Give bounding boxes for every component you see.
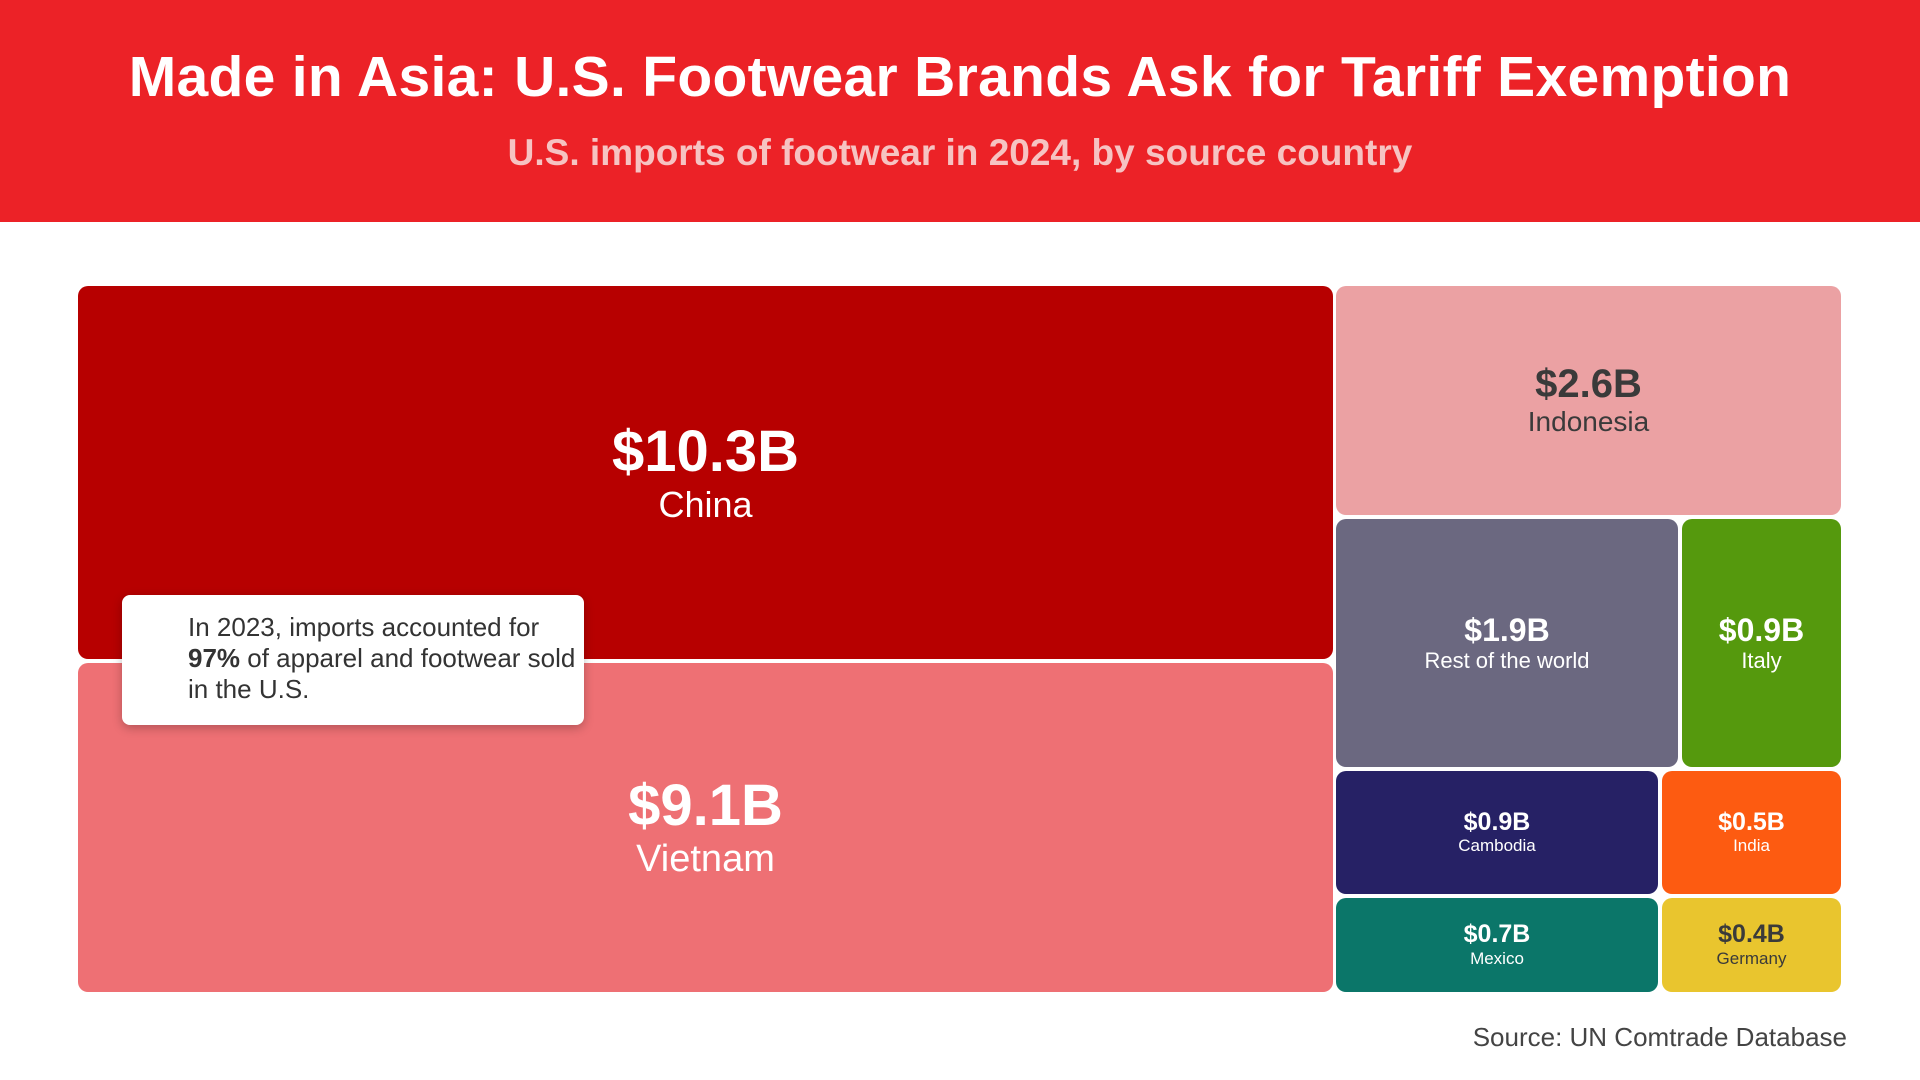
- tile-value: $0.5B: [1718, 807, 1785, 836]
- tile-label: Cambodia: [1458, 836, 1536, 856]
- treemap-tile-germany: $0.4B Germany: [1662, 898, 1841, 992]
- tile-label: India: [1733, 836, 1770, 856]
- tile-label: Rest of the world: [1424, 647, 1590, 673]
- treemap-tile-rest-of-the-world: $1.9B Rest of the world: [1336, 519, 1678, 767]
- chart-subtitle: U.S. imports of footwear in 2024, by sou…: [507, 132, 1413, 173]
- callout-note: In 2023, imports accounted for 97% of ap…: [122, 595, 584, 725]
- treemap-tile-cambodia: $0.9B Cambodia: [1336, 771, 1658, 894]
- chart-title: Made in Asia: U.S. Footwear Brands Ask f…: [128, 45, 1792, 109]
- tile-value: $9.1B: [628, 772, 783, 838]
- tile-value: $1.9B: [1464, 611, 1550, 648]
- treemap-tile-indonesia: $2.6B Indonesia: [1336, 286, 1841, 515]
- tile-label: Italy: [1741, 647, 1782, 673]
- tile-value: $0.7B: [1463, 920, 1531, 949]
- callout-highlight: 97%: [188, 643, 241, 673]
- callout-text-after: of apparel and footwear sold in the U.S.: [188, 643, 576, 704]
- tile-label: China: [658, 483, 753, 525]
- header-banner: Made in Asia: U.S. Footwear Brands Ask f…: [0, 0, 1920, 222]
- treemap-tile-india: $0.5B India: [1662, 771, 1841, 894]
- source-note: Source: UN Comtrade Database: [1472, 1022, 1847, 1052]
- tile-label: Indonesia: [1527, 406, 1650, 438]
- callout-text-before: In 2023, imports accounted for: [188, 612, 540, 642]
- tile-value: $0.9B: [1463, 807, 1531, 836]
- treemap-tile-italy: $0.9B Italy: [1682, 519, 1841, 767]
- tile-label: Germany: [1716, 948, 1787, 968]
- treemap-tile-mexico: $0.7B Mexico: [1336, 898, 1658, 992]
- tile-label: Mexico: [1470, 948, 1524, 968]
- tile-value: $2.6B: [1535, 362, 1642, 407]
- tile-value: $10.3B: [611, 418, 800, 484]
- tile-value: $0.4B: [1718, 920, 1785, 949]
- tile-label: Vietnam: [636, 837, 775, 880]
- tile-value: $0.9B: [1718, 611, 1805, 648]
